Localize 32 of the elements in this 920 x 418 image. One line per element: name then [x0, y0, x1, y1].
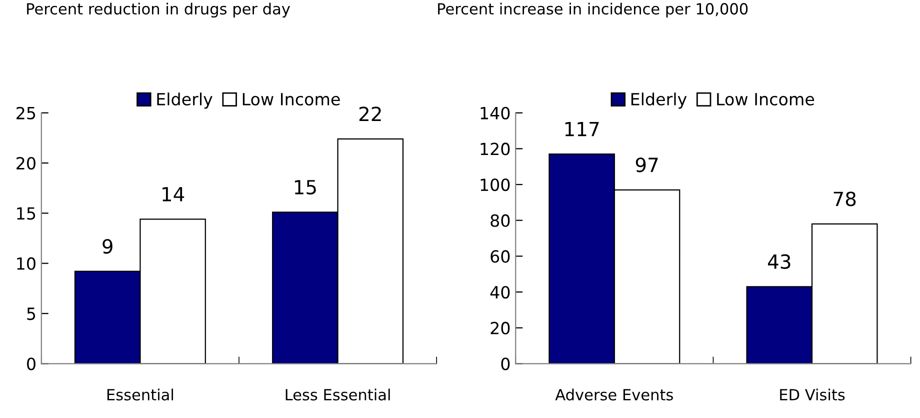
y-tick-label: 15: [17, 207, 36, 220]
y-tick-label: 0: [27, 358, 36, 370]
data-label: 78: [834, 192, 856, 206]
legend-label: Elderly: [157, 92, 212, 109]
y-tick-label: 140: [480, 106, 510, 120]
y-tick-label: 10: [17, 257, 36, 270]
data-label: 43: [768, 254, 790, 269]
x-tick-label: Essential: [107, 388, 174, 400]
y-tick-label: 0: [501, 358, 510, 370]
chart-title: Percent increase in incidence per 10,000: [438, 2, 748, 18]
legend-label: Low Income: [242, 93, 340, 106]
y-tick-label: 20: [490, 322, 510, 334]
data-label: 22: [359, 106, 381, 122]
data-label: 117: [565, 122, 599, 136]
y-tick-label: 60: [490, 250, 510, 263]
x-tick-label: Adverse Events: [555, 388, 673, 400]
y-tick-label: 20: [16, 156, 36, 170]
y-tick-label: 120: [480, 142, 510, 156]
y-tick-label: 100: [480, 178, 510, 192]
x-tick-label: ED Visits: [780, 388, 845, 400]
legend-label: Elderly: [631, 92, 687, 109]
data-label: 15: [294, 180, 316, 195]
y-tick-label: 80: [490, 214, 510, 227]
data-label: 97: [636, 158, 658, 172]
data-label: 9: [102, 239, 112, 254]
x-tick-label: Less Essential: [286, 388, 390, 400]
y-tick-label: 40: [490, 286, 510, 299]
legend-label: Low Income: [717, 93, 814, 106]
chart-title: Percent reduction in drugs per day: [27, 2, 290, 18]
data-label: 14: [162, 187, 184, 202]
y-tick-label: 25: [16, 106, 36, 120]
y-tick-label: 5: [27, 308, 36, 320]
